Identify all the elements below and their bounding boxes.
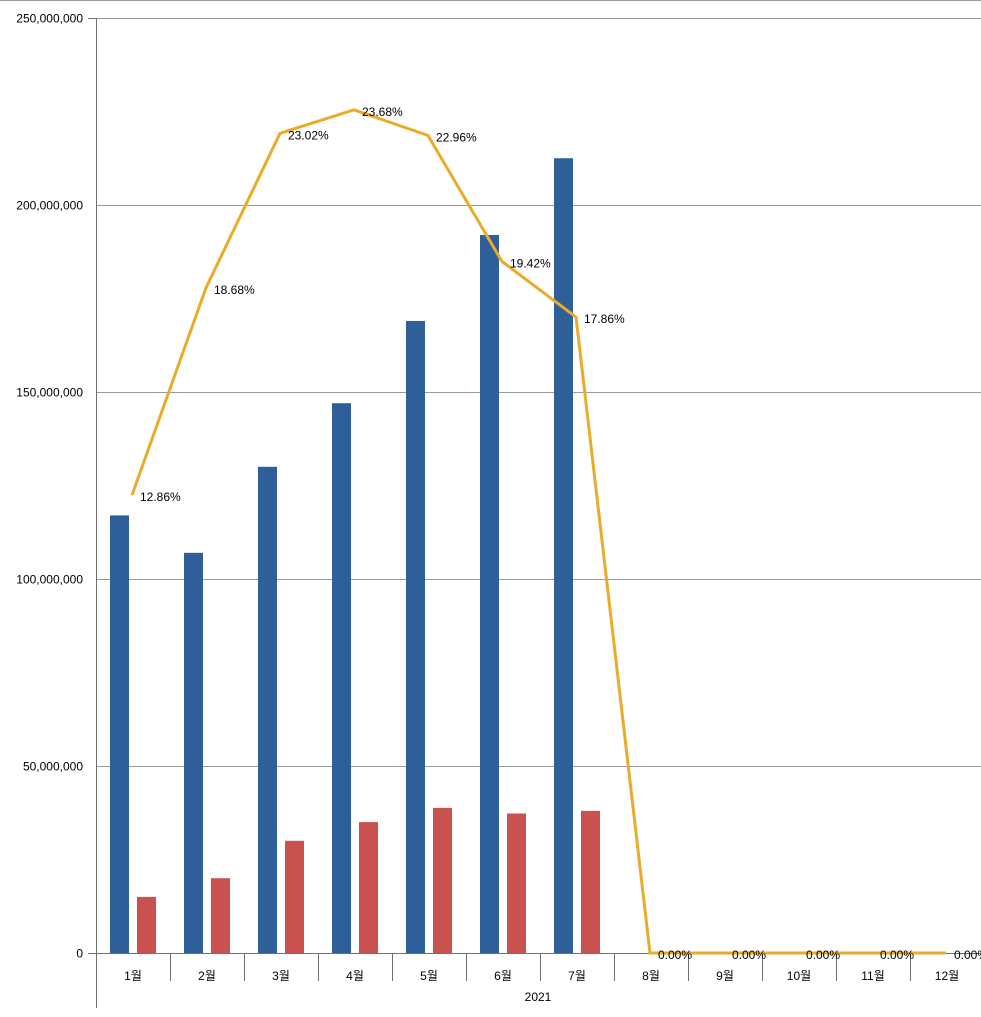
bar-series-1 — [554, 158, 573, 953]
line-data-label: 18.68% — [214, 283, 255, 297]
line-data-label: 0.00% — [954, 948, 981, 962]
y-axis-tick-labels: 0 50,000,000 100,000,000 150,000,000 200,000… — [16, 12, 83, 961]
line-data-label: 23.68% — [362, 105, 403, 119]
x-axis-group-label: 2021 — [525, 990, 552, 1004]
line-data-label: 12.86% — [140, 490, 181, 504]
y-tick-label: 150,000,000 — [16, 386, 83, 400]
bar-series-1 — [184, 552, 203, 953]
bar-series-1 — [480, 234, 499, 954]
data-labels: 12.86% 18.68% 23.02% 23.68% 22.96% 19.42% 17.8… — [140, 105, 981, 962]
bar-series-1 — [406, 320, 425, 953]
y-tick-label: 250,000,000 — [16, 12, 83, 26]
line-series-path — [130, 108, 946, 955]
line-data-label: 0.00% — [806, 948, 840, 962]
axes — [88, 18, 981, 1008]
gridlines — [0, 0, 981, 767]
bar-series-2 — [359, 822, 378, 953]
y-tick-label: 100,000,000 — [16, 573, 83, 587]
bar-series-2 — [433, 807, 452, 953]
x-tick-label: 9월 — [716, 969, 734, 983]
bar-series-1 — [110, 515, 129, 953]
bar-series-2 — [137, 896, 156, 953]
line-series — [130, 108, 946, 955]
x-tick-label: 11월 — [861, 969, 885, 983]
bar-series-2 — [581, 810, 600, 953]
line-data-label: 17.86% — [584, 312, 625, 326]
x-tick-label: 7월 — [568, 969, 586, 983]
line-data-label: 0.00% — [732, 948, 766, 962]
line-data-label: 23.02% — [288, 128, 329, 142]
bar-series-2 — [507, 813, 526, 953]
x-tick-label: 4월 — [346, 969, 364, 983]
x-tick-label: 5월 — [420, 969, 438, 983]
bars — [110, 158, 600, 954]
y-tick-label: 50,000,000 — [23, 760, 83, 774]
y-tick-label: 200,000,000 — [16, 199, 83, 213]
line-data-label: 19.42% — [510, 256, 551, 270]
bar-series-1 — [258, 466, 277, 953]
x-tick-label: 10월 — [787, 969, 811, 983]
bar-series-1 — [332, 403, 351, 954]
line-data-label: 0.00% — [658, 948, 692, 962]
bar-series-2 — [211, 878, 230, 953]
line-data-label: 22.96% — [436, 130, 477, 144]
x-tick-label: 8월 — [642, 969, 660, 983]
line-data-label: 0.00% — [880, 948, 914, 962]
x-tick-label: 12월 — [935, 969, 959, 983]
x-tick-label: 3월 — [272, 969, 290, 983]
x-axis-tick-labels: 1월 2월 3월 4월 5월 6월 7월 8월 9월 10월 11월 12월 — [124, 969, 959, 983]
x-tick-label: 6월 — [494, 969, 512, 983]
x-tick-label: 1월 — [124, 969, 142, 983]
x-tick-label: 2월 — [198, 969, 216, 983]
bar-series-2 — [285, 840, 304, 953]
y-tick-label: 0 — [76, 947, 83, 961]
